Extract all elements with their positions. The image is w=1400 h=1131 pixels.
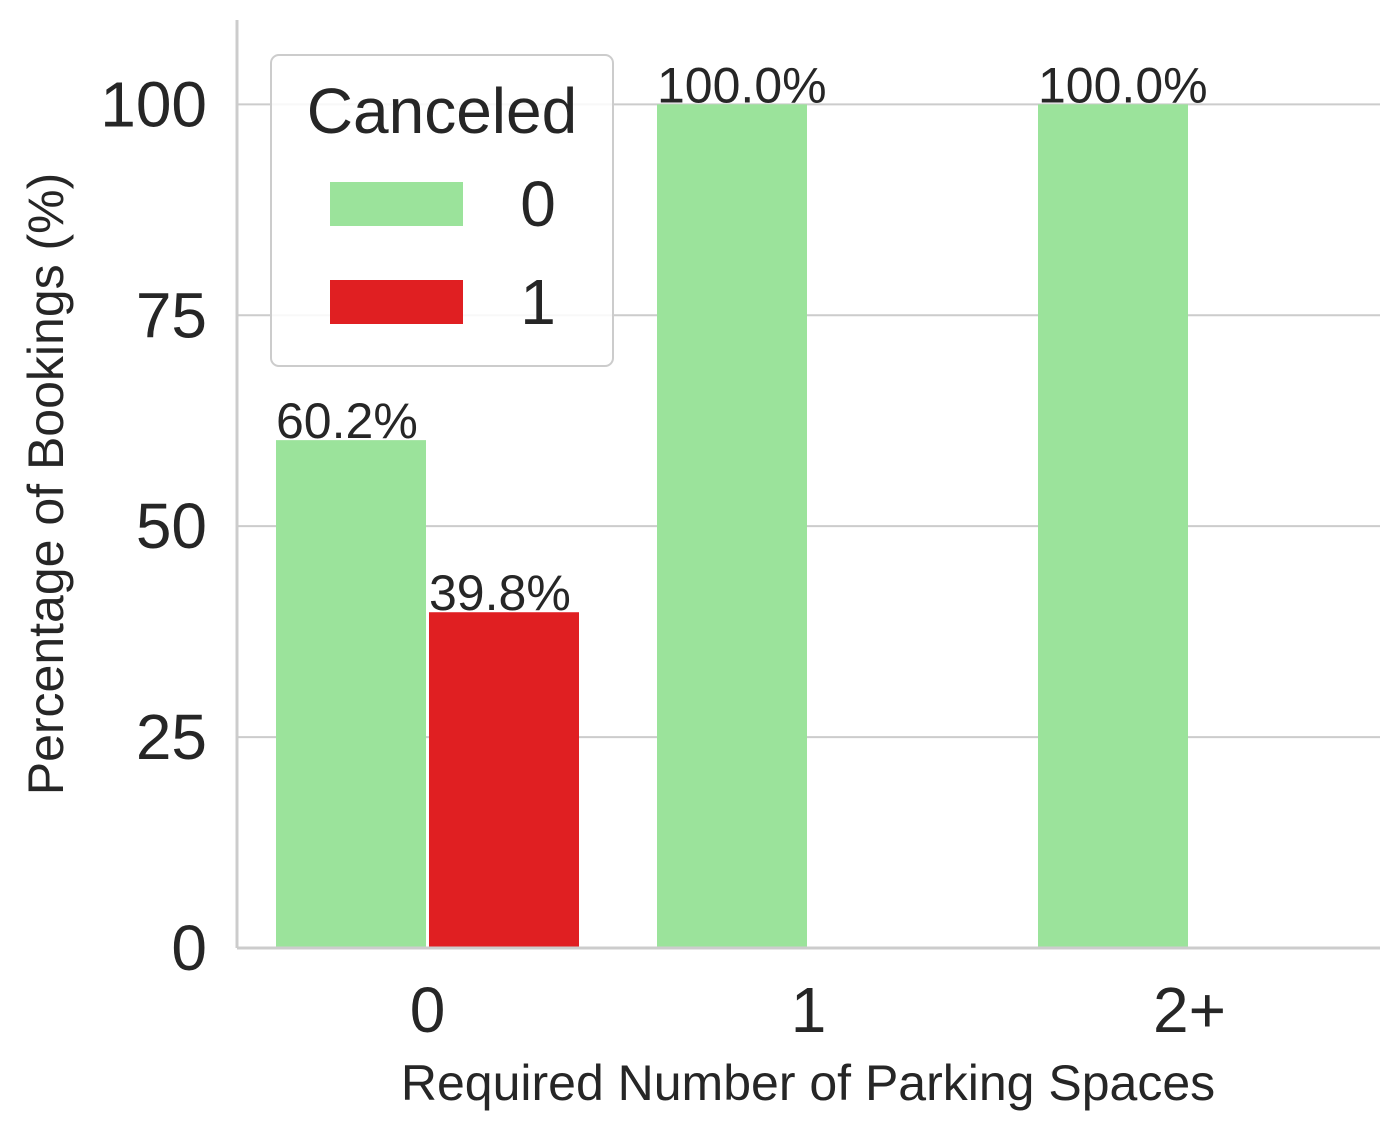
bar: [1038, 104, 1188, 948]
legend-swatch: [330, 280, 463, 324]
legend-label: 0: [520, 168, 556, 240]
legend-items: 01: [330, 168, 556, 338]
y-tick-label: 75: [136, 279, 207, 351]
data-label: 39.8%: [429, 565, 571, 621]
bar: [429, 612, 579, 948]
x-axis-title: Required Number of Parking Spaces: [401, 1055, 1215, 1111]
x-tick-label: 1: [791, 974, 827, 1046]
legend-title: Canceled: [307, 75, 577, 147]
y-axis-title: Percentage of Bookings (%): [18, 173, 74, 796]
y-tick-label: 100: [100, 68, 207, 140]
y-tick-label: 50: [136, 490, 207, 562]
data-label: 100.0%: [1038, 57, 1208, 113]
bar-labels: 60.2% 100.0% 100.0% 39.8%: [276, 57, 1208, 621]
x-tick-label: 0: [410, 974, 446, 1046]
bars: [276, 104, 1188, 948]
bar: [657, 104, 807, 948]
axes: [235, 20, 1380, 950]
legend-swatch: [330, 182, 463, 226]
x-tick-label: 2+: [1153, 974, 1226, 1046]
legend: Canceled 01: [270, 54, 614, 367]
bar: [276, 440, 426, 948]
legend-label: 1: [520, 266, 556, 338]
data-label: 100.0%: [657, 57, 827, 113]
y-tick-label: 0: [171, 912, 207, 984]
y-tick-label: 25: [136, 701, 207, 773]
data-label: 60.2%: [276, 393, 418, 449]
